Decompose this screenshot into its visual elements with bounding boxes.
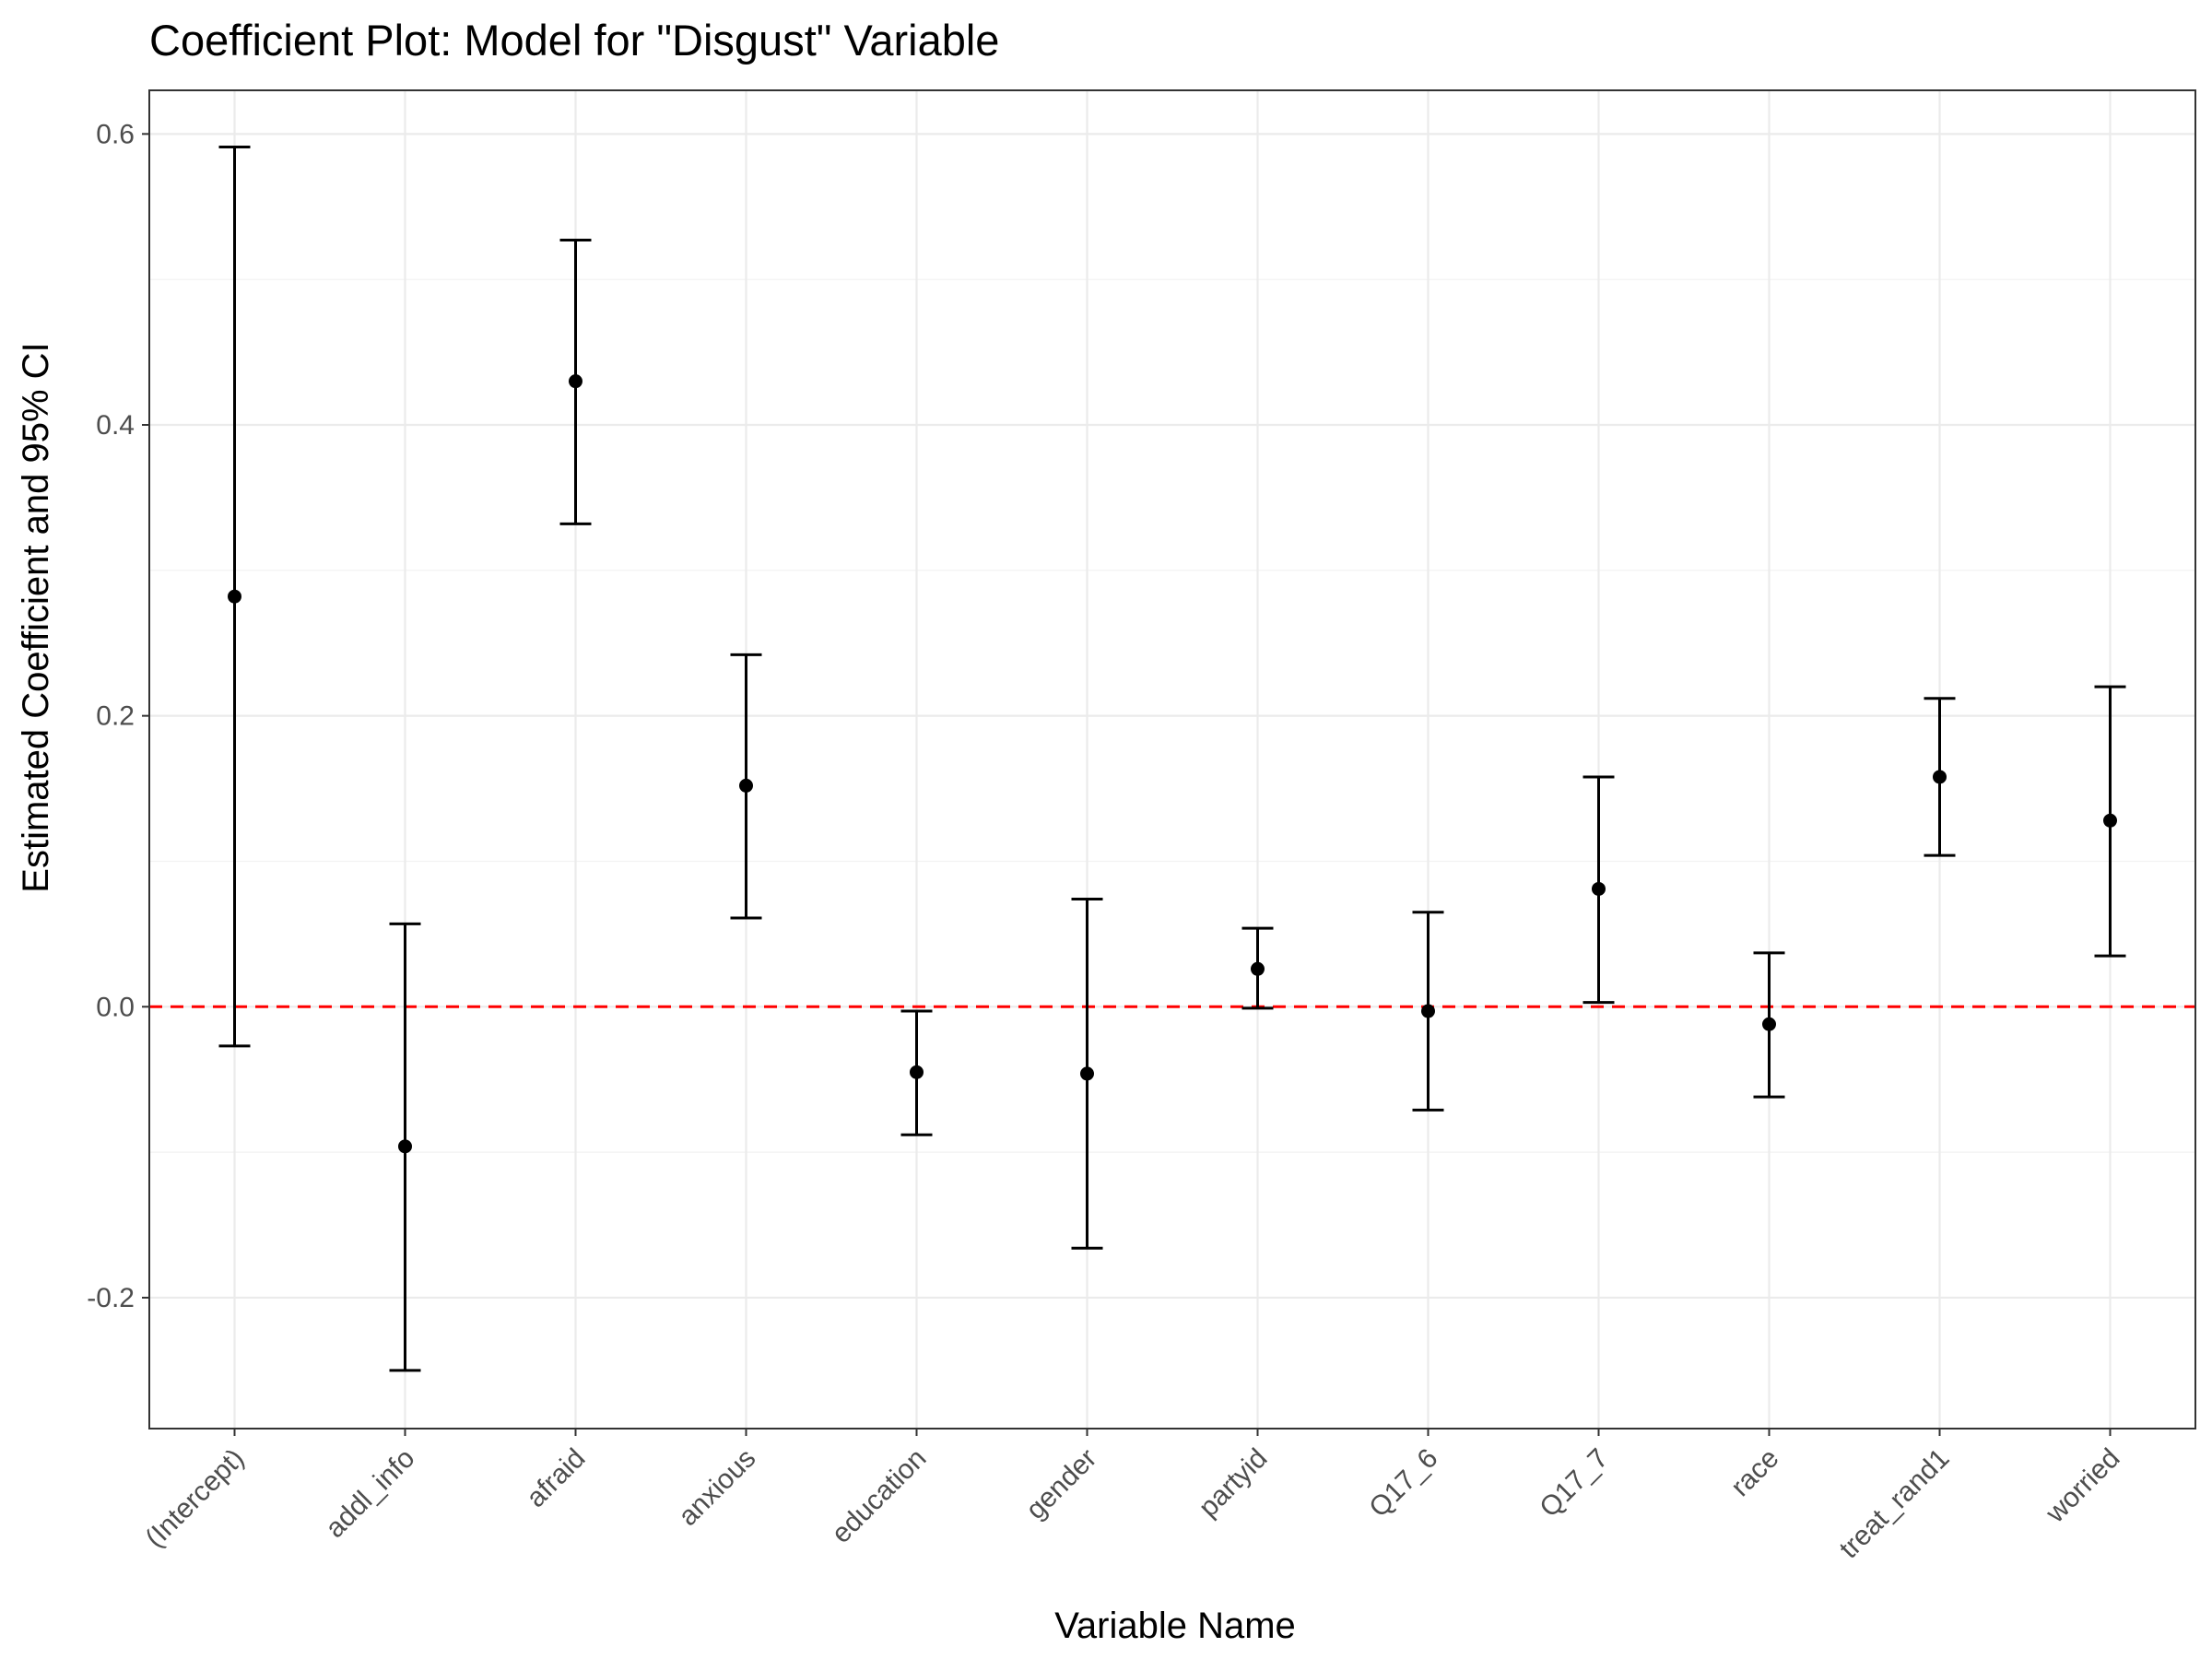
x-tick-label: (Intercept) [139, 1443, 250, 1554]
x-tick-label: gender [1020, 1443, 1102, 1525]
x-tick-label: Q17_7 [1534, 1443, 1614, 1524]
x-axis-title: Variable Name [1054, 1606, 1296, 1646]
y-tick-label: 0.0 [96, 992, 135, 1022]
grid-layer [149, 90, 2195, 1429]
x-tick-label: partyid [1193, 1443, 1273, 1524]
estimate-point-Q17_6 [1421, 1004, 1435, 1018]
y-tick-label: 0.4 [96, 410, 135, 441]
estimate-point-addl_info [398, 1139, 412, 1154]
chart-title: Coefficient Plot: Model for "Disgust" Va… [149, 16, 999, 65]
estimate-point-race [1762, 1017, 1776, 1031]
estimate-point-education [910, 1065, 924, 1079]
estimate-point-(Intercept) [228, 589, 241, 604]
x-tick-label: worried [2040, 1443, 2126, 1530]
estimate-point-Q17_7 [1592, 881, 1606, 896]
x-tick-label: Q17_6 [1363, 1443, 1443, 1524]
x-tick-label: afraid [521, 1443, 591, 1513]
panel-border [148, 89, 2196, 1430]
estimate-point-partyid [1251, 961, 1265, 976]
axis-layer: -0.2 0.0 0.2 0.4 0.6 (Intercept) addl_info afra… [87, 119, 2125, 1564]
x-tick-label: treat_rand1 [1834, 1443, 1956, 1565]
x-tick-label: race [1725, 1443, 1785, 1503]
y-tick-label: -0.2 [87, 1283, 135, 1313]
estimate-point-gender [1080, 1066, 1094, 1081]
y-tick-label: 0.6 [96, 119, 135, 149]
estimate-point-worried [2103, 813, 2117, 828]
x-tick-label: anxious [673, 1443, 761, 1532]
estimate-point-afraid [569, 374, 582, 389]
x-tick-label: addl_info [320, 1443, 420, 1544]
series-layer [218, 146, 2126, 1372]
y-tick-label: 0.2 [96, 701, 135, 732]
x-tick-label: education [826, 1443, 932, 1549]
estimate-point-anxious [739, 778, 753, 793]
estimate-point-treat_rand1 [1933, 770, 1947, 784]
y-axis-title: Estimated Coefficient and 95% CI [16, 342, 56, 892]
